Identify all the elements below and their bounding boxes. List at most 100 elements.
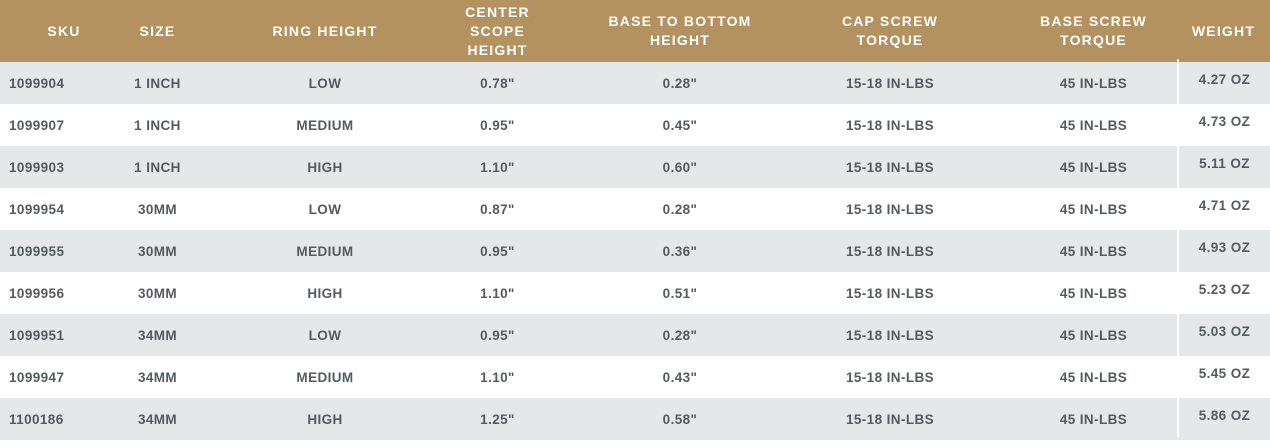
cell-sku: 1099907 — [9, 117, 65, 133]
table-row: 1099954 30MM LOW 0.87" 0.28" 15-18 IN-LBS 45 I… — [0, 185, 1270, 230]
cell-sku: 1099956 — [9, 285, 65, 301]
cell-size: 1 INCH — [134, 75, 181, 91]
cell-cap-screw-torque: 15-18 IN-LBS — [845, 117, 935, 133]
header-center-scope-height: CENTER SCOPE HEIGHT — [445, 3, 550, 60]
cell-center-scope-height: 1.10" — [480, 159, 515, 175]
cell-sku: 1099904 — [9, 75, 65, 91]
table-row: 1099947 34MM MEDIUM 1.10" 0.43" 15-18 IN-LBS 4… — [0, 353, 1270, 398]
cell-base-to-bottom-height: 0.45" — [662, 117, 698, 133]
cell-ring-height: MEDIUM — [296, 243, 354, 259]
table-row: 1099951 34MM LOW 0.95" 0.28" 15-18 IN-LBS 45 I… — [0, 311, 1270, 356]
cell-size: 30MM — [137, 285, 178, 301]
cell-cap-screw-torque: 15-18 IN-LBS — [845, 243, 935, 259]
header-line: SKU — [47, 22, 81, 39]
cell-size: 1 INCH — [134, 159, 181, 175]
cell-ring-height: LOW — [308, 75, 342, 91]
cell-base-screw-torque: 45 IN-LBS — [1059, 159, 1128, 175]
header-line: BASE SCREW — [1040, 13, 1147, 29]
cell-size: 1 INCH — [134, 117, 181, 133]
header-weight: WEIGHT — [1177, 22, 1270, 41]
header-cap-screw-torque: CAP SCREW TORQUE — [810, 12, 970, 50]
header-sku: SKU — [0, 22, 110, 41]
table-row: 1099955 30MM MEDIUM 0.95" 0.36" 15-18 IN-LBS 4… — [0, 227, 1270, 272]
cell-sku: 1099954 — [9, 201, 65, 217]
cell-weight: 4.71 OZ — [1177, 185, 1270, 227]
table-row: 1099956 30MM HIGH 1.10" 0.51" 15-18 IN-LBS 45 … — [0, 269, 1270, 314]
cell-ring-height: HIGH — [307, 411, 343, 427]
cell-center-scope-height: 0.95" — [480, 327, 515, 343]
cell-base-screw-torque: 45 IN-LBS — [1059, 327, 1128, 343]
cell-base-to-bottom-height: 0.28" — [662, 75, 698, 91]
header-base-to-bottom-height: BASE TO BOTTOM HEIGHT — [550, 12, 810, 50]
cell-base-to-bottom-height: 0.28" — [662, 327, 698, 343]
cell-base-screw-torque: 45 IN-LBS — [1059, 243, 1128, 259]
cell-weight: 4.73 OZ — [1177, 101, 1270, 143]
cell-center-scope-height: 1.10" — [480, 285, 515, 301]
header-base-screw-torque: BASE SCREW TORQUE — [970, 12, 1177, 50]
cell-base-screw-torque: 45 IN-LBS — [1059, 201, 1128, 217]
cell-sku: 1099947 — [9, 369, 65, 385]
table-row: 1100186 34MM HIGH 1.25" 0.58" 15-18 IN-LBS 45 … — [0, 395, 1270, 440]
cell-base-screw-torque: 45 IN-LBS — [1059, 285, 1128, 301]
cell-ring-height: HIGH — [307, 285, 343, 301]
cell-cap-screw-torque: 15-18 IN-LBS — [845, 327, 935, 343]
cell-ring-height: MEDIUM — [296, 369, 354, 385]
header-line: CAP SCREW — [841, 13, 939, 29]
header-line: SIZE — [139, 22, 176, 39]
cell-size: 34MM — [137, 411, 178, 427]
cell-cap-screw-torque: 15-18 IN-LBS — [845, 201, 935, 217]
cell-size: 34MM — [137, 327, 178, 343]
header-line: WEIGHT — [1191, 22, 1256, 39]
cell-weight: 5.11 OZ — [1177, 143, 1270, 185]
cell-sku: 1099903 — [9, 159, 65, 175]
cell-weight: 5.03 OZ — [1177, 311, 1270, 353]
cell-weight: 4.27 OZ — [1177, 59, 1270, 101]
cell-center-scope-height: 0.95" — [480, 117, 515, 133]
cell-weight: 5.86 OZ — [1177, 395, 1270, 437]
cell-base-screw-torque: 45 IN-LBS — [1059, 117, 1128, 133]
cell-weight: 5.23 OZ — [1177, 269, 1270, 311]
cell-weight: 5.45 OZ — [1177, 353, 1270, 395]
header-line: TORQUE — [856, 32, 924, 48]
cell-ring-height: LOW — [308, 327, 342, 343]
cell-center-scope-height: 1.25" — [480, 411, 515, 427]
table-body: 1099904 1 INCH LOW 0.78" 0.28" 15-18 IN-LBS 45… — [0, 59, 1270, 440]
cell-base-screw-torque: 45 IN-LBS — [1059, 369, 1128, 385]
header-ring-height: RING HEIGHT — [205, 22, 445, 41]
header-line: TORQUE — [1060, 32, 1127, 48]
cell-ring-height: HIGH — [307, 159, 343, 175]
cell-center-scope-height: 0.95" — [480, 243, 515, 259]
header-line: RING HEIGHT — [272, 22, 378, 39]
cell-base-to-bottom-height: 0.60" — [662, 159, 698, 175]
cell-sku: 1100186 — [9, 411, 64, 427]
table-row: 1099904 1 INCH LOW 0.78" 0.28" 15-18 IN-LBS 45… — [0, 59, 1270, 104]
header-line: BASE TO BOTTOM — [608, 13, 752, 29]
cell-center-scope-height: 1.10" — [480, 369, 515, 385]
cell-cap-screw-torque: 15-18 IN-LBS — [845, 369, 935, 385]
cell-base-to-bottom-height: 0.36" — [662, 243, 698, 259]
cell-sku: 1099955 — [9, 243, 65, 259]
cell-size: 30MM — [137, 243, 178, 259]
cell-base-screw-torque: 45 IN-LBS — [1059, 75, 1128, 91]
cell-center-scope-height: 0.78" — [480, 75, 515, 91]
table-row: 1099907 1 INCH MEDIUM 0.95" 0.45" 15-18 IN-LB… — [0, 101, 1270, 146]
cell-base-screw-torque: 45 IN-LBS — [1059, 411, 1128, 427]
cell-center-scope-height: 0.87" — [480, 201, 515, 217]
header-line: HEIGHT — [467, 41, 528, 58]
header-line: HEIGHT — [649, 32, 711, 48]
cell-sku: 1099951 — [9, 327, 65, 343]
table-row: 1099903 1 INCH HIGH 1.10" 0.60" 15-18 IN-LBS 4… — [0, 143, 1270, 188]
cell-base-to-bottom-height: 0.51" — [662, 285, 698, 301]
cell-size: 30MM — [137, 201, 178, 217]
cell-cap-screw-torque: 15-18 IN-LBS — [845, 285, 935, 301]
header-line: CENTER SCOPE — [465, 3, 530, 39]
cell-weight: 4.93 OZ — [1177, 227, 1270, 269]
cell-base-to-bottom-height: 0.28" — [662, 201, 698, 217]
cell-ring-height: LOW — [308, 201, 342, 217]
cell-base-to-bottom-height: 0.58" — [662, 411, 698, 427]
cell-cap-screw-torque: 15-18 IN-LBS — [845, 411, 935, 427]
table-header: SKU SIZE RING HEIGHT CENTER SCOPE HEIGHT BASE… — [0, 0, 1270, 62]
header-size: SIZE — [110, 22, 205, 41]
cell-cap-screw-torque: 15-18 IN-LBS — [845, 75, 935, 91]
